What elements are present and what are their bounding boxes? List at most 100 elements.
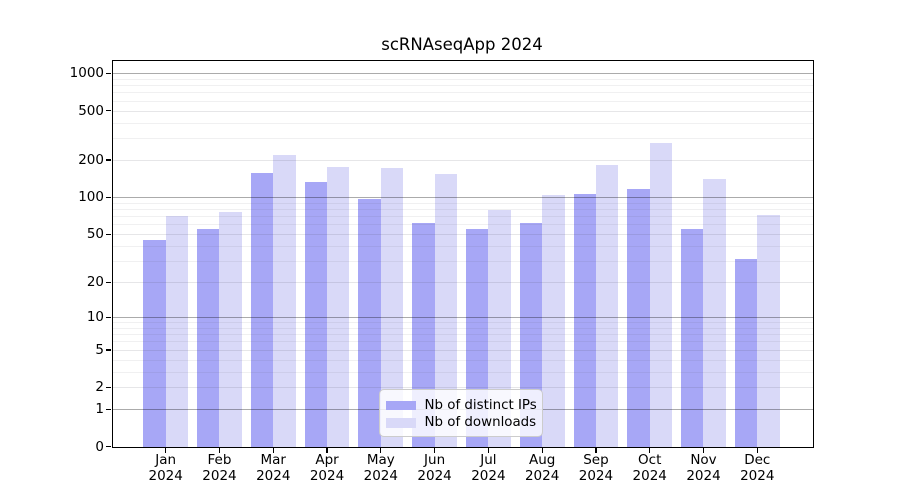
y-tick-mark bbox=[106, 386, 111, 388]
gridline-minor bbox=[112, 209, 813, 211]
bar-distinct-ips-mar bbox=[250, 173, 274, 447]
x-tick-mark bbox=[541, 448, 543, 453]
legend-label-downloads: Nb of downloads bbox=[424, 415, 537, 431]
bar-downloads-jan bbox=[165, 216, 189, 447]
gridline-mid bbox=[112, 387, 813, 389]
gridline-minor bbox=[112, 216, 813, 218]
gridline-minor bbox=[112, 322, 813, 324]
x-tick-label: Oct 2024 bbox=[632, 452, 667, 484]
x-tick-mark bbox=[487, 448, 489, 453]
x-tick-mark bbox=[434, 448, 436, 453]
x-tick-label: Mar 2024 bbox=[256, 452, 291, 484]
legend-swatch-downloads bbox=[386, 418, 416, 428]
x-tick-mark bbox=[649, 448, 651, 453]
gridline-minor bbox=[112, 359, 813, 361]
x-tick-mark bbox=[380, 448, 382, 453]
gridline-minor bbox=[112, 261, 813, 263]
y-tick-label: 200 bbox=[78, 151, 104, 168]
gridline-minor bbox=[112, 78, 813, 80]
gridline-major bbox=[112, 317, 813, 319]
y-tick-label: 500 bbox=[78, 102, 104, 119]
x-tick-mark bbox=[218, 448, 221, 453]
bar-downloads-oct bbox=[649, 143, 673, 447]
gridline-major bbox=[112, 197, 813, 199]
x-tick-label: May 2024 bbox=[363, 452, 398, 484]
x-tick-mark bbox=[326, 448, 328, 453]
x-tick-mark bbox=[272, 448, 274, 453]
y-tick-mark bbox=[106, 159, 111, 161]
x-tick-mark bbox=[595, 448, 597, 453]
x-tick-label: Jan 2024 bbox=[148, 452, 183, 484]
gridline-mid bbox=[112, 159, 813, 161]
legend-item-distinct-ips: Nb of distinct IPs bbox=[386, 397, 537, 414]
gridline-mid bbox=[112, 234, 813, 236]
bar-downloads-nov bbox=[703, 179, 726, 447]
x-tick-label: Sep 2024 bbox=[578, 452, 614, 484]
x-tick-label: Apr 2024 bbox=[309, 452, 345, 484]
x-tick-label: Jul 2024 bbox=[471, 452, 506, 484]
legend: Nb of distinct IPs Nb of downloads bbox=[379, 389, 543, 437]
gridline-minor bbox=[112, 85, 813, 87]
gridline-minor bbox=[112, 138, 813, 140]
gridline-minor bbox=[112, 245, 813, 247]
gridline-minor bbox=[112, 327, 813, 329]
bar-downloads-may bbox=[380, 167, 404, 447]
bar-downloads-apr bbox=[327, 166, 350, 447]
legend-swatch-distinct-ips bbox=[386, 400, 416, 411]
y-tick-label: 10 bbox=[86, 309, 104, 326]
bar-downloads-jun bbox=[434, 174, 457, 447]
x-tick-label: Nov 2024 bbox=[686, 452, 721, 484]
bar-distinct-ips-may bbox=[358, 198, 381, 447]
y-tick-label: 20 bbox=[86, 274, 104, 291]
bar-distinct-ips-nov bbox=[681, 229, 704, 447]
gridline-mid bbox=[112, 349, 813, 351]
bar-distinct-ips-sep bbox=[573, 194, 596, 447]
x-tick-label: Jun 2024 bbox=[417, 452, 452, 484]
y-tick-mark bbox=[106, 233, 111, 235]
y-tick-mark bbox=[106, 281, 111, 283]
gridline-minor bbox=[112, 224, 813, 226]
y-tick-label: 2 bbox=[95, 379, 104, 396]
bar-downloads-dec bbox=[757, 214, 780, 447]
gridline-minor bbox=[112, 334, 813, 336]
gridline-mid bbox=[112, 282, 813, 284]
x-tick-label: Dec 2024 bbox=[740, 452, 775, 484]
y-tick-mark bbox=[106, 110, 111, 112]
bar-distinct-ips-feb bbox=[197, 229, 220, 447]
y-tick-mark bbox=[106, 408, 111, 410]
y-tick-mark bbox=[106, 72, 111, 74]
bar-distinct-ips-oct bbox=[627, 189, 650, 447]
x-tick-mark bbox=[756, 448, 758, 453]
bar-downloads-aug bbox=[542, 194, 565, 447]
gridline-minor bbox=[112, 341, 813, 343]
bar-distinct-ips-dec bbox=[734, 259, 758, 447]
x-tick-mark bbox=[702, 448, 705, 453]
bar-distinct-ips-apr bbox=[304, 182, 328, 447]
gridline-minor bbox=[112, 100, 813, 102]
legend-label-distinct-ips: Nb of distinct IPs bbox=[424, 398, 537, 414]
y-tick-mark bbox=[106, 316, 111, 318]
legend-item-downloads: Nb of downloads bbox=[386, 414, 537, 431]
y-tick-label: 100 bbox=[78, 189, 104, 206]
y-tick-label: 0 bbox=[95, 438, 104, 455]
plot-area bbox=[111, 60, 814, 448]
gridline-minor bbox=[112, 92, 813, 94]
x-tick-mark bbox=[165, 448, 167, 453]
y-tick-label: 1000 bbox=[69, 65, 104, 82]
y-tick-mark bbox=[106, 446, 111, 448]
bar-distinct-ips-jan bbox=[143, 239, 166, 447]
gridline-minor bbox=[112, 371, 813, 373]
bar-downloads-sep bbox=[595, 165, 619, 447]
y-tick-label: 1 bbox=[95, 401, 104, 418]
y-tick-mark bbox=[106, 349, 111, 351]
gridline-mid bbox=[112, 110, 813, 112]
y-tick-label: 5 bbox=[95, 341, 104, 358]
bar-downloads-feb bbox=[219, 211, 242, 447]
y-tick-label: 50 bbox=[86, 226, 104, 243]
gridline-minor bbox=[112, 202, 813, 204]
x-tick-label: Aug 2024 bbox=[524, 452, 560, 484]
gridline-major bbox=[112, 73, 813, 75]
y-tick-mark bbox=[106, 196, 111, 198]
bar-downloads-jul bbox=[488, 209, 511, 447]
